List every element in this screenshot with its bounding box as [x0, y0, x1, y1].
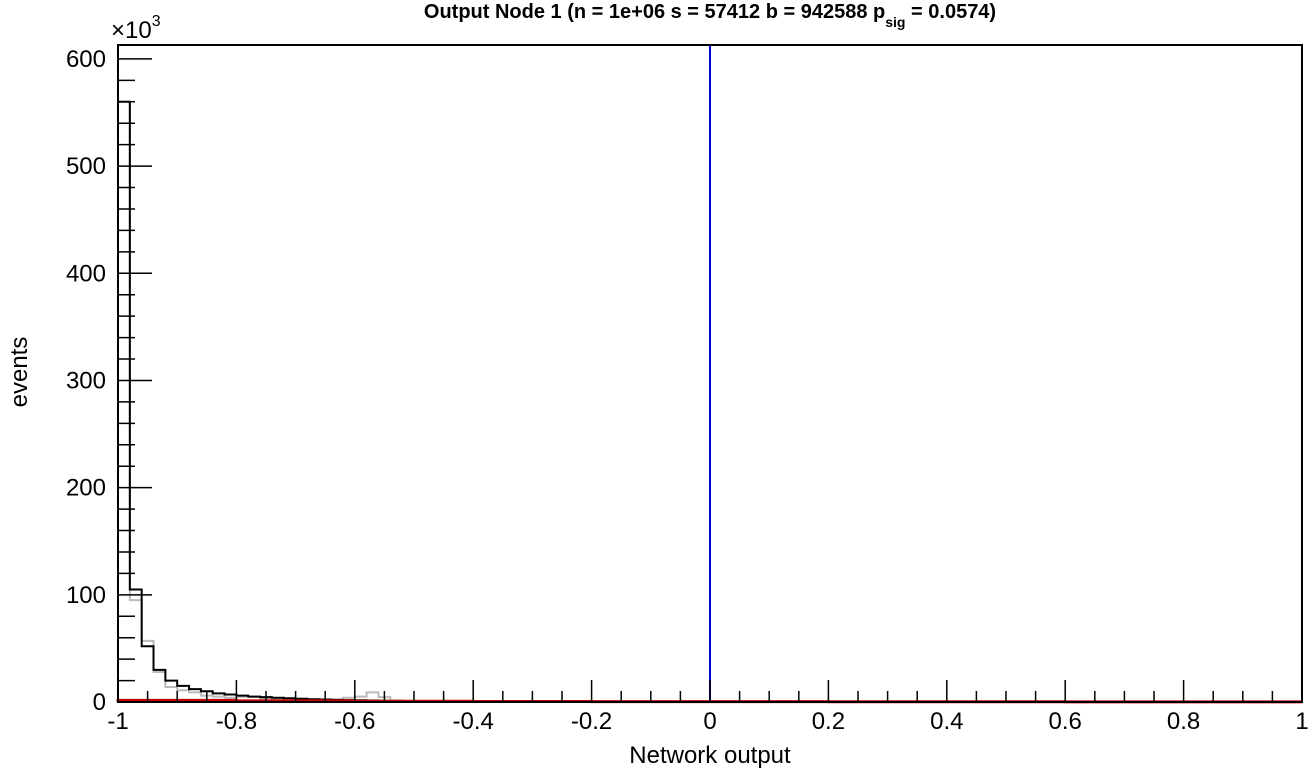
x-tick-label: 1	[1295, 708, 1308, 735]
x-axis-title: Network output	[629, 742, 791, 769]
chart-title: Output Node 1 (n = 1e+06 s = 57412 b = 9…	[424, 1, 996, 30]
chart-title-tail: = 0.0574)	[905, 1, 996, 23]
y-tick-label: 300	[66, 367, 106, 394]
x-tick-label: -0.2	[571, 708, 612, 735]
y-multiplier-exponent: 3	[152, 13, 161, 30]
x-tick-label: 0	[703, 708, 716, 735]
chart-title-subscript: sig	[885, 14, 905, 30]
y-tick-label: 600	[66, 46, 106, 73]
y-axis-ticks: 0 100 200 300 400 500 600	[66, 46, 152, 716]
y-tick-label: 0	[93, 689, 106, 716]
x-tick-label: -1	[107, 708, 128, 735]
x-tick-label: -0.8	[216, 708, 257, 735]
y-axis-title: events	[6, 337, 33, 408]
y-tick-label: 400	[66, 260, 106, 287]
x-tick-label: 0.4	[930, 708, 963, 735]
x-axis-ticks: -1 -0.8 -0.6 -0.4 -0.2 0 0.2 0.4 0.6 0.8 1	[107, 680, 1309, 735]
x-tick-label: 0.2	[812, 708, 845, 735]
x-tick-label: 0.6	[1049, 708, 1082, 735]
x-tick-label: -0.4	[453, 708, 494, 735]
chart-title-main: Output Node 1 (n = 1e+06 s = 57412 b = 9…	[424, 1, 885, 23]
y-tick-label: 100	[66, 582, 106, 609]
x-tick-label: -0.6	[334, 708, 375, 735]
y-tick-label: 500	[66, 153, 106, 180]
x-tick-label: 0.8	[1167, 708, 1200, 735]
y-multiplier: ×103	[111, 13, 161, 44]
y-tick-label: 200	[66, 475, 106, 502]
y-multiplier-base: ×10	[111, 17, 152, 44]
